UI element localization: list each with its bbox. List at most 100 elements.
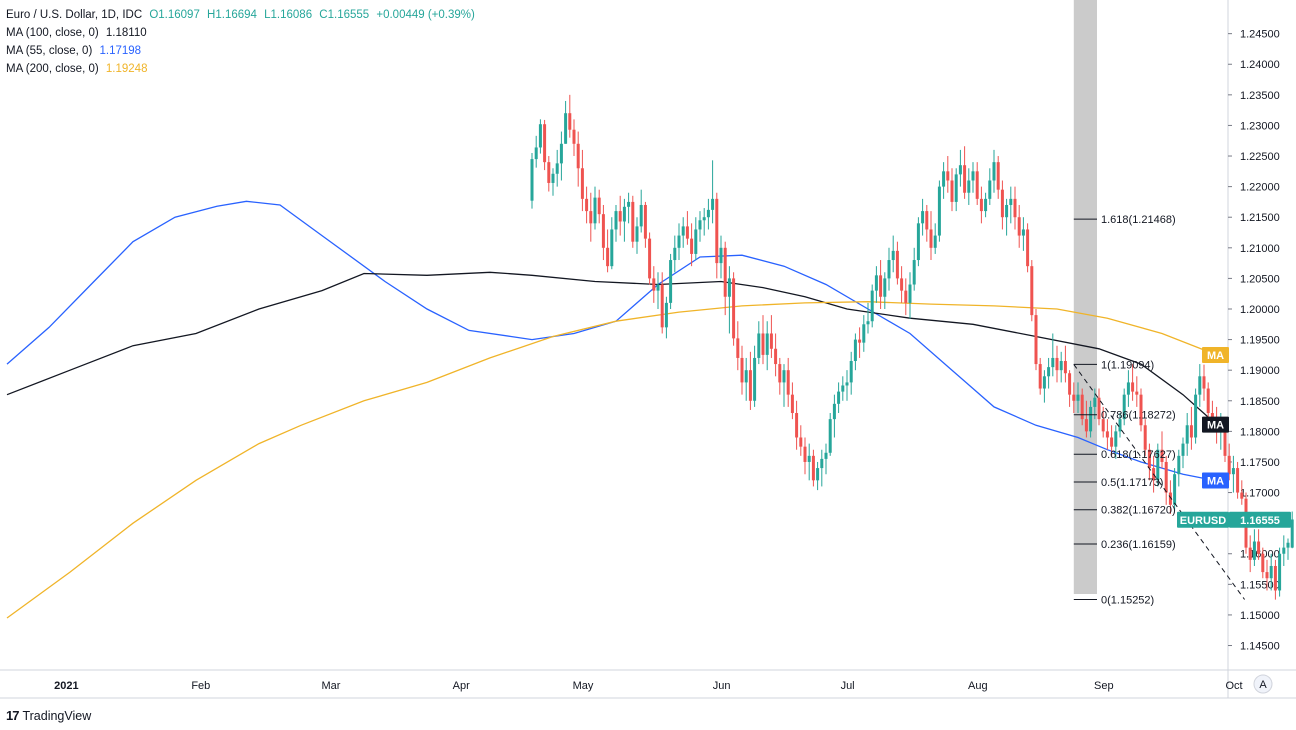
candle-body [635,226,639,242]
candle-body [988,180,992,199]
candle-body [837,391,841,404]
candle-body [1189,425,1193,438]
candle-body [652,278,656,291]
candle-body [1118,419,1122,432]
candle-body [1034,315,1038,365]
candle-body [715,198,719,264]
candle-body [757,333,761,358]
candle-body [669,260,673,303]
candle-body [1286,542,1290,548]
candle-body [769,333,773,349]
ma200-value: 1.19248 [105,63,148,75]
candle-body [820,458,824,469]
candle-body [753,357,757,401]
open-value: O1.16097 [149,9,200,21]
y-tick-label: 1.17000 [1240,488,1280,500]
price-tag-label: MA [1207,350,1224,362]
x-tick-label: May [573,680,594,692]
ma55-legend[interactable]: MA (55, close, 0) 1.17198 [6,42,475,60]
candle-body [958,165,962,175]
candle-body [711,198,715,210]
candle-body [795,413,799,438]
fib-level-label: 1(1.19094) [1101,359,1154,371]
candle-body [849,361,853,383]
candle-body [1143,425,1147,450]
ma100-legend[interactable]: MA (100, close, 0) 1.18110 [6,24,475,42]
auto-scale-button[interactable] [1253,674,1273,694]
candle-body [639,204,643,227]
y-tick-label: 1.23000 [1240,120,1280,132]
candle-body [925,211,929,230]
price-tag [1202,472,1229,489]
candle-body [597,197,601,215]
candle-body [1240,492,1244,499]
candle-body [778,364,782,383]
candle-body [963,165,967,193]
price-tag-label: MA [1207,475,1224,487]
candle-body [1080,394,1084,420]
candle-body [1202,376,1206,389]
candle-body [702,217,706,221]
tradingview-branding[interactable]: 17 TradingView [6,708,91,723]
ma200-legend[interactable]: MA (200, close, 0) 1.19248 [6,60,475,78]
candle-body [551,173,555,183]
candle-body [589,211,593,224]
candle-body [543,124,547,163]
candle-body [1110,437,1114,447]
candle-body [1105,431,1109,438]
y-tick-label: 1.20500 [1240,273,1280,285]
y-tick-label: 1.24500 [1240,29,1280,41]
candle-body [1063,361,1067,374]
x-tick-label: Jul [841,680,855,692]
candle-body [1185,425,1189,444]
candle-body [1114,431,1118,447]
tradingview-logo-icon: 17 [6,708,20,723]
candle-body [1181,443,1185,456]
candle-body [765,333,769,355]
candle-body [1051,357,1055,368]
candle-body [1013,198,1017,218]
fib-level-label: 0.618(1.17627) [1101,449,1176,461]
candle-body [627,201,631,207]
price-tag-label: MA [1207,420,1224,432]
low-value: L1.16086 [264,9,313,21]
candle-body [1210,413,1214,420]
candle-body [614,211,618,230]
candle-body [664,302,668,328]
candle-body [618,211,622,222]
x-tick-label: Oct [1225,680,1242,692]
tradingview-name: TradingView [22,708,92,723]
candle-body [572,129,576,144]
candle-body [858,339,862,343]
candle-body [736,338,740,358]
candle-body [1072,394,1076,401]
candle-body [1164,461,1168,493]
y-tick-label: 1.18000 [1240,426,1280,438]
y-tick-label: 1.17500 [1240,457,1280,469]
candle-body [1236,468,1240,493]
candle-body [1084,419,1088,432]
candle-body [723,247,727,297]
candle-body [1194,394,1198,438]
fib-level-label: 0.5(1.17173) [1101,477,1163,489]
x-tick-label: Apr [453,680,470,692]
price-tag-label: EURUSD [1180,515,1227,527]
candle-body [946,171,950,181]
candle-body [660,284,664,328]
symbol-title[interactable]: Euro / U.S. Dollar, 1D, IDC [6,9,143,21]
candle-body [786,370,790,395]
candle-body [1265,572,1269,579]
x-tick-label: Jun [713,680,731,692]
candle-body [555,163,559,174]
ma55-value: 1.17198 [99,45,142,57]
candle-body [790,394,794,414]
candle-body [870,290,874,322]
candle-body [643,204,647,239]
candle-body [950,180,954,202]
candle-body [774,348,778,365]
candle-body [1147,449,1151,469]
candle-body [1290,519,1294,548]
candle-body [585,198,589,212]
candle-body [921,211,925,224]
